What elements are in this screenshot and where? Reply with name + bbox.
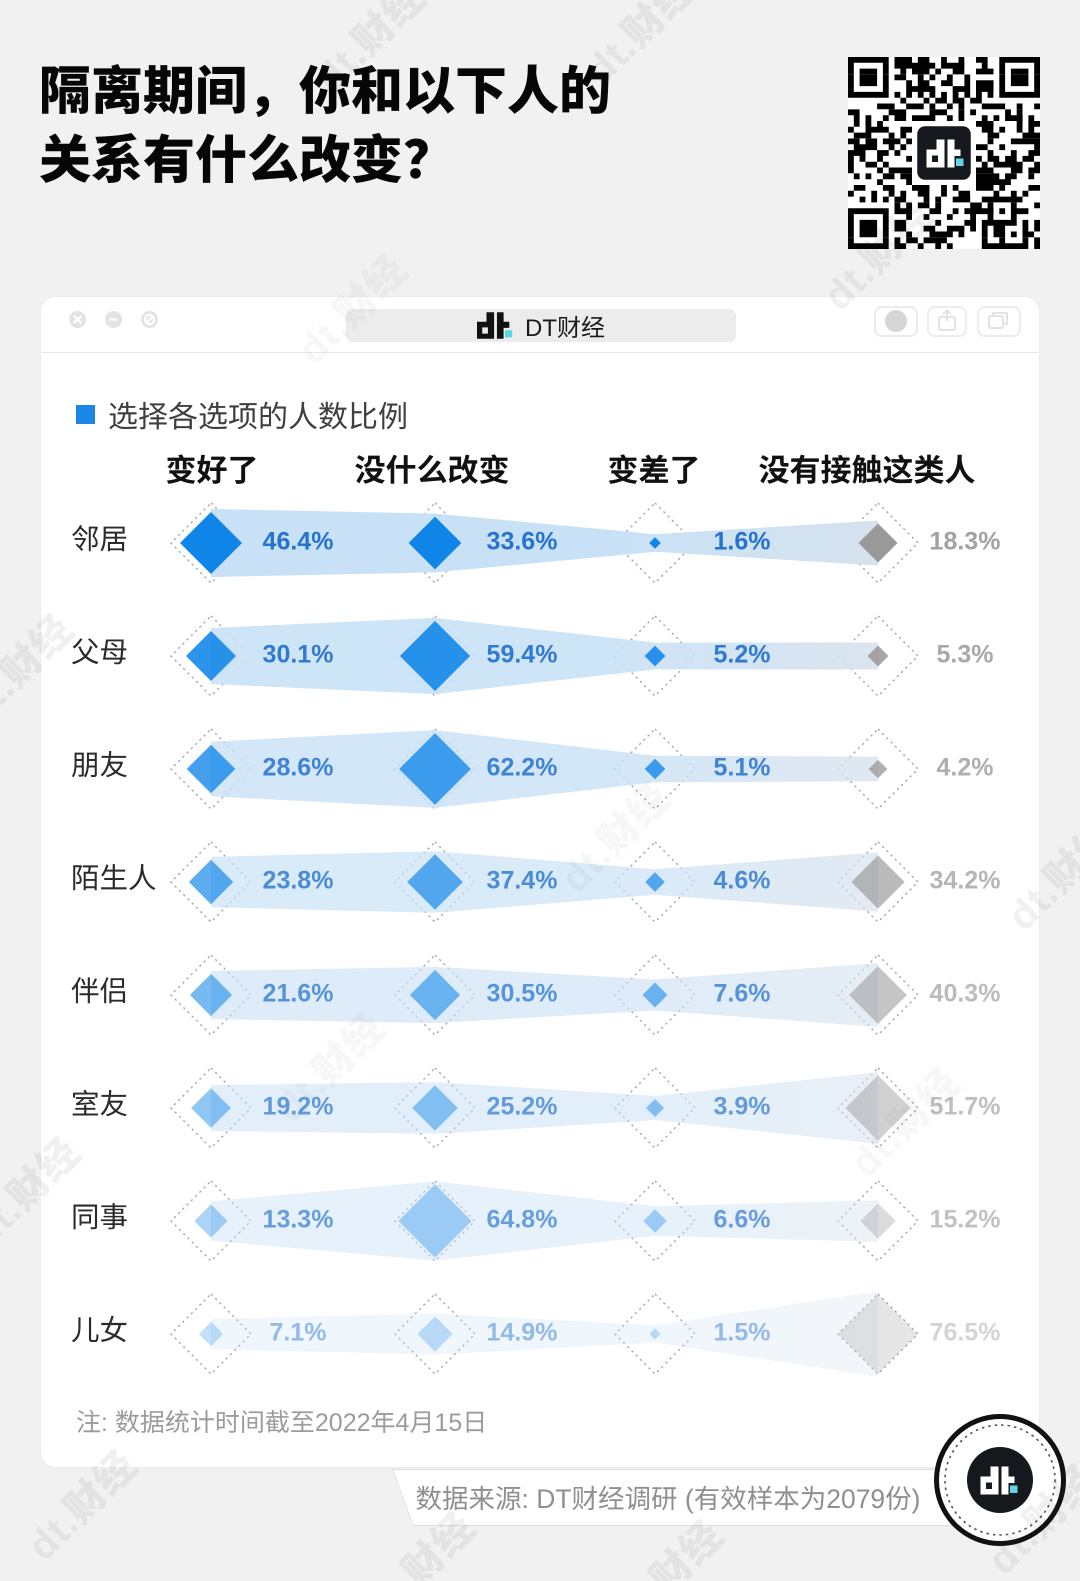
- svg-text:4.2%: 4.2%: [937, 754, 994, 782]
- svg-text:变差了: 变差了: [608, 445, 701, 490]
- svg-text:陌生人: 陌生人: [71, 856, 157, 897]
- svg-text:室友: 室友: [71, 1082, 128, 1123]
- svg-text:14.9%: 14.9%: [487, 1319, 558, 1347]
- svg-text:30.1%: 30.1%: [263, 641, 334, 669]
- svg-text:23.8%: 23.8%: [263, 867, 334, 895]
- svg-text:15.2%: 15.2%: [930, 1206, 1001, 1234]
- svg-text:没什么改变: 没什么改变: [355, 445, 510, 490]
- svg-text:18.3%: 18.3%: [930, 528, 1001, 556]
- svg-text:59.4%: 59.4%: [487, 641, 558, 669]
- svg-text:21.6%: 21.6%: [263, 980, 334, 1008]
- svg-text:7.1%: 7.1%: [270, 1319, 327, 1347]
- svg-text:1.6%: 1.6%: [714, 528, 771, 556]
- svg-text:37.4%: 37.4%: [487, 867, 558, 895]
- svg-text:30.5%: 30.5%: [487, 980, 558, 1008]
- svg-text:19.2%: 19.2%: [263, 1093, 334, 1121]
- svg-text:76.5%: 76.5%: [930, 1319, 1001, 1347]
- svg-text:4.6%: 4.6%: [714, 867, 771, 895]
- svg-text:25.2%: 25.2%: [487, 1093, 558, 1121]
- svg-text:6.6%: 6.6%: [714, 1206, 771, 1234]
- svg-text:40.3%: 40.3%: [930, 980, 1001, 1008]
- svg-text:34.2%: 34.2%: [930, 867, 1001, 895]
- svg-text:62.2%: 62.2%: [487, 754, 558, 782]
- svg-text:朋友: 朋友: [71, 743, 128, 784]
- svg-text:伴侣: 伴侣: [71, 969, 128, 1010]
- svg-text:51.7%: 51.7%: [930, 1093, 1001, 1121]
- svg-text:46.4%: 46.4%: [263, 528, 334, 556]
- svg-text:同事: 同事: [71, 1195, 128, 1236]
- svg-text:13.3%: 13.3%: [263, 1206, 334, 1234]
- svg-text:父母: 父母: [71, 630, 128, 671]
- svg-text:5.3%: 5.3%: [937, 641, 994, 669]
- svg-text:邻居: 邻居: [71, 517, 128, 558]
- svg-text:儿女: 儿女: [71, 1308, 128, 1349]
- svg-text:28.6%: 28.6%: [263, 754, 334, 782]
- svg-text:7.6%: 7.6%: [714, 980, 771, 1008]
- svg-text:5.1%: 5.1%: [714, 754, 771, 782]
- svg-text:64.8%: 64.8%: [487, 1206, 558, 1234]
- svg-text:注: 数据统计时间截至2022年4月15日: 注: 数据统计时间截至2022年4月15日: [76, 1403, 487, 1439]
- svg-text:没有接触这类人: 没有接触这类人: [759, 445, 976, 490]
- svg-text:33.6%: 33.6%: [487, 528, 558, 556]
- svg-text:1.5%: 1.5%: [714, 1319, 771, 1347]
- svg-text:变好了: 变好了: [166, 445, 259, 490]
- svg-text:5.2%: 5.2%: [714, 641, 771, 669]
- svg-text:3.9%: 3.9%: [714, 1093, 771, 1121]
